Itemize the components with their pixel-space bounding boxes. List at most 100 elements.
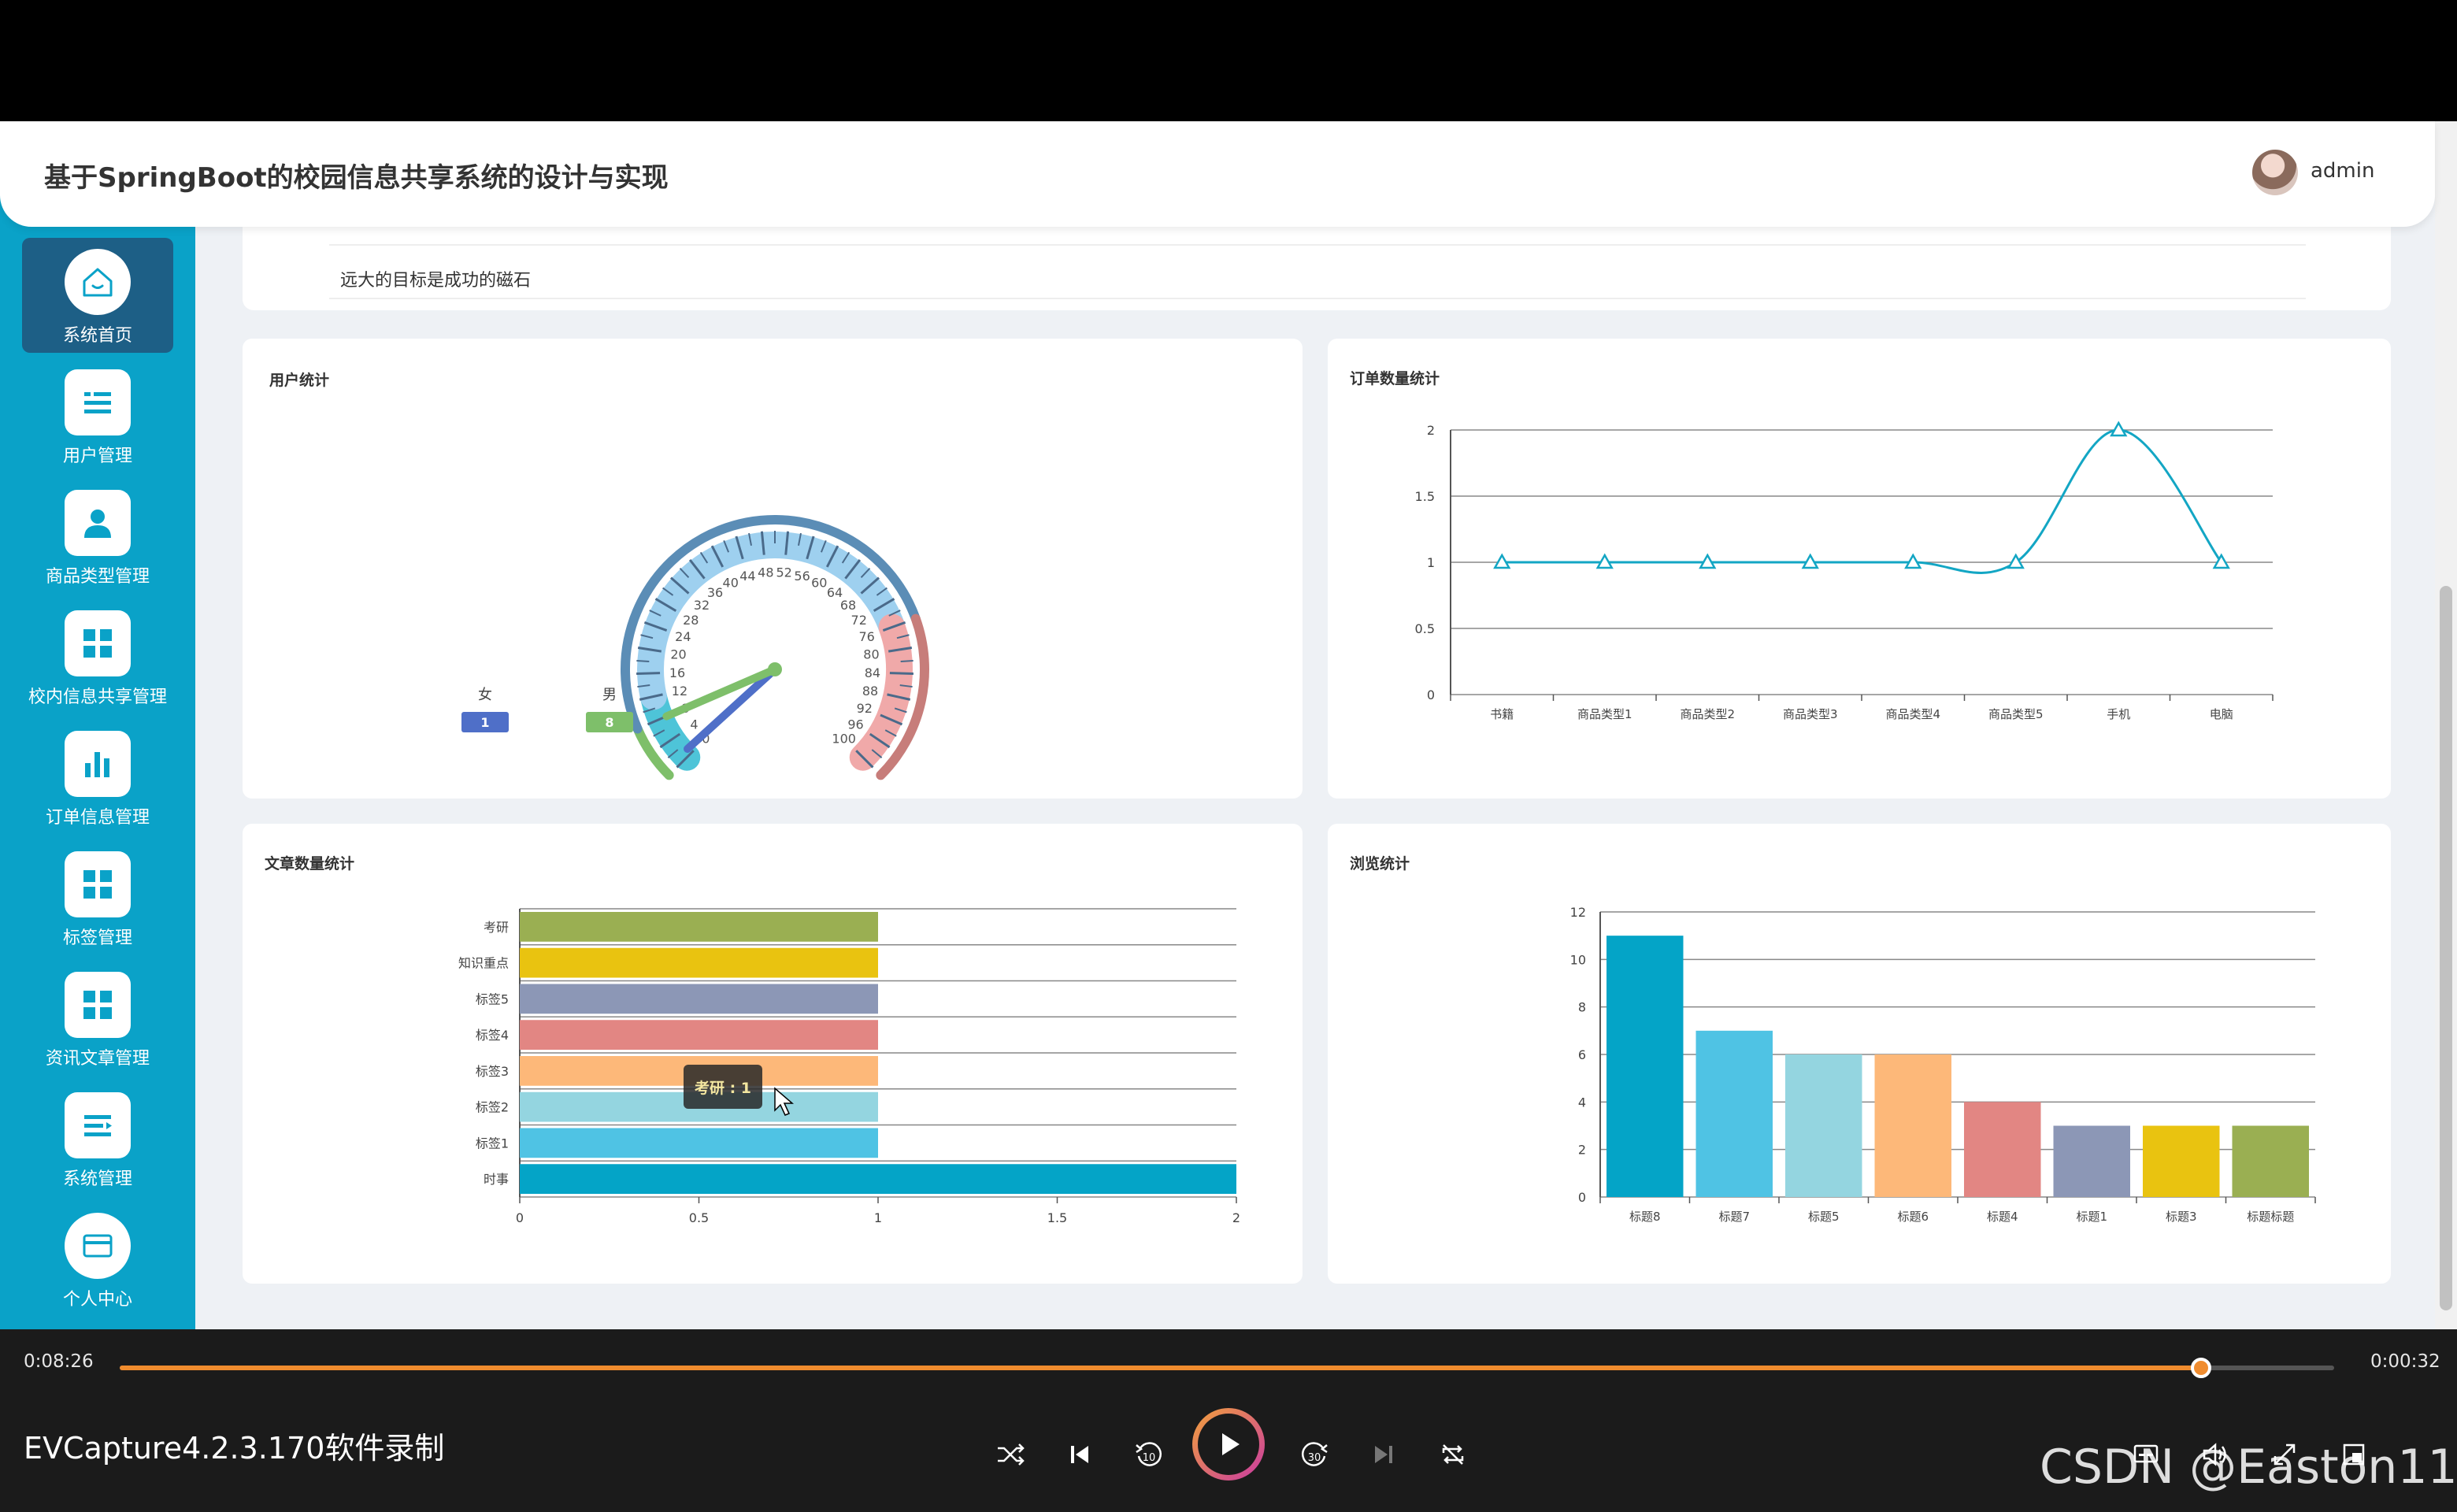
y-tick-label: 标签5 bbox=[476, 991, 509, 1006]
repeat-icon[interactable] bbox=[1432, 1433, 1474, 1476]
seek-bar[interactable] bbox=[120, 1358, 2334, 1378]
x-tick-label: 1.5 bbox=[1047, 1210, 1067, 1225]
y-tick-label: 4 bbox=[1578, 1095, 1586, 1110]
chart-title: 订单数量统计 bbox=[1350, 370, 1440, 387]
next-icon[interactable] bbox=[1362, 1433, 1405, 1476]
seek-handle[interactable] bbox=[2191, 1358, 2212, 1378]
y-tick-label: 标签2 bbox=[476, 1100, 509, 1115]
chart-title: 用户统计 bbox=[269, 372, 330, 389]
gauge-tick-label: 96 bbox=[847, 717, 863, 732]
series-line bbox=[1502, 428, 2222, 574]
user-icon bbox=[65, 490, 131, 556]
mini-player-icon[interactable] bbox=[2333, 1433, 2375, 1476]
gauge-tick bbox=[679, 568, 690, 579]
previous-icon[interactable] bbox=[1058, 1433, 1101, 1476]
legend-label: 男 bbox=[602, 687, 617, 703]
page-scrollbar[interactable] bbox=[2435, 121, 2457, 1329]
gauge-tick bbox=[723, 539, 730, 553]
fullscreen-icon[interactable] bbox=[2263, 1433, 2306, 1476]
data-point bbox=[1904, 553, 1922, 569]
gauge-outer-arc bbox=[621, 515, 921, 734]
bar bbox=[2232, 1125, 2309, 1197]
x-tick-label: 书籍 bbox=[1490, 707, 1514, 721]
data-point bbox=[2110, 421, 2128, 437]
bar bbox=[520, 984, 878, 1014]
legend-badge bbox=[461, 712, 509, 732]
y-tick-label: 10 bbox=[1570, 952, 1586, 967]
cursor-icon bbox=[774, 1087, 795, 1116]
sidebar-item-campus-info[interactable]: 校内信息共享管理 bbox=[22, 599, 173, 714]
gauge-tick-label: 100 bbox=[832, 732, 856, 747]
gauge-tick-label: 28 bbox=[683, 613, 699, 628]
sidebar-item-orders[interactable]: 订单信息管理 bbox=[22, 720, 173, 835]
gauge-tick-label: 48 bbox=[758, 565, 773, 580]
bar bbox=[2143, 1125, 2220, 1197]
gauge-tick bbox=[876, 587, 888, 596]
shuffle-icon[interactable] bbox=[989, 1433, 1032, 1476]
gauge-tick-label: 16 bbox=[669, 665, 685, 680]
page-title: 基于SpringBoot的校园信息共享系统的设计与实现 bbox=[44, 162, 669, 194]
sidebar-item-tags[interactable]: 标签管理 bbox=[22, 840, 173, 955]
gauge-tick bbox=[760, 531, 765, 555]
gauge-tick bbox=[654, 598, 677, 612]
volume-icon[interactable] bbox=[2194, 1433, 2236, 1476]
scrollbar-thumb[interactable] bbox=[2440, 586, 2452, 1310]
gauge-tick-label: 40 bbox=[723, 576, 739, 591]
y-tick-label: 1.5 bbox=[1415, 489, 1435, 504]
sidebar-item-label: 系统首页 bbox=[62, 326, 132, 346]
x-tick-label: 商品类型3 bbox=[1783, 707, 1838, 721]
gauge-tick bbox=[896, 634, 910, 639]
subtitles-icon[interactable] bbox=[2125, 1433, 2167, 1476]
x-tick-label: 标题3 bbox=[2166, 1210, 2197, 1224]
gauge-tick bbox=[667, 749, 679, 758]
x-tick-label: 商品类型4 bbox=[1885, 707, 1940, 721]
y-tick-label: 8 bbox=[1578, 1000, 1586, 1015]
sidebar-item-system[interactable]: 系统管理 bbox=[22, 1081, 173, 1196]
y-tick-label: 0 bbox=[1578, 1190, 1586, 1205]
username[interactable]: admin bbox=[2311, 159, 2375, 183]
avatar[interactable] bbox=[2252, 150, 2298, 195]
y-tick-label: 6 bbox=[1578, 1047, 1586, 1062]
y-tick-label: 考研 bbox=[484, 920, 509, 935]
gauge-tick bbox=[649, 610, 662, 617]
play-button[interactable] bbox=[1192, 1408, 1265, 1480]
gauge-tick-label: 56 bbox=[794, 569, 810, 584]
gauge-needle bbox=[662, 665, 779, 721]
bar bbox=[520, 1164, 1236, 1194]
data-point bbox=[2007, 553, 2025, 569]
sidebar-item-users[interactable]: 用户管理 bbox=[22, 358, 173, 473]
x-tick-label: 标题4 bbox=[1987, 1210, 2018, 1224]
gauge-tick-label: 68 bbox=[840, 598, 856, 613]
sidebar-item-profile[interactable]: 个人中心 bbox=[22, 1202, 173, 1317]
remaining-time: 0:00:32 bbox=[2370, 1351, 2440, 1372]
gauge-tick bbox=[880, 713, 903, 726]
gauge-outer-arc bbox=[876, 613, 929, 780]
gauge-tick bbox=[888, 646, 913, 653]
sidebar-item-home[interactable]: 系统首页 bbox=[22, 238, 173, 353]
gauge-tick bbox=[676, 750, 695, 769]
forward-30-icon[interactable]: 30 bbox=[1293, 1433, 1336, 1476]
sidebar-item-product-types[interactable]: 商品类型管理 bbox=[22, 479, 173, 594]
bar-chart-icon bbox=[65, 731, 131, 797]
gauge-tick bbox=[882, 621, 906, 632]
y-tick-label: 标签3 bbox=[476, 1064, 509, 1079]
bar bbox=[2053, 1125, 2130, 1197]
sidebar-item-articles[interactable]: 资讯文章管理 bbox=[22, 961, 173, 1076]
bar bbox=[520, 1128, 878, 1158]
x-tick-label: 标题标题 bbox=[2247, 1210, 2294, 1224]
chart-title: 浏览统计 bbox=[1350, 855, 1410, 873]
motto-text: 远大的目标是成功的磁石 bbox=[340, 271, 532, 291]
gauge-tick bbox=[887, 693, 911, 701]
gauge-tick bbox=[637, 684, 650, 688]
gauge-tick bbox=[894, 707, 907, 713]
x-tick-label: 商品类型1 bbox=[1577, 707, 1632, 721]
sidebar-item-label: 系统管理 bbox=[62, 1169, 132, 1189]
gauge-tick bbox=[825, 545, 839, 568]
sidebar-item-label: 用户管理 bbox=[62, 447, 132, 466]
bar bbox=[1606, 936, 1684, 1197]
gauge-tick bbox=[900, 659, 914, 662]
seek-bar-fill bbox=[120, 1366, 2202, 1370]
rewind-10-icon[interactable]: 10 bbox=[1128, 1433, 1170, 1476]
play-icon bbox=[1198, 1414, 1259, 1475]
gauge-tick bbox=[639, 693, 663, 701]
